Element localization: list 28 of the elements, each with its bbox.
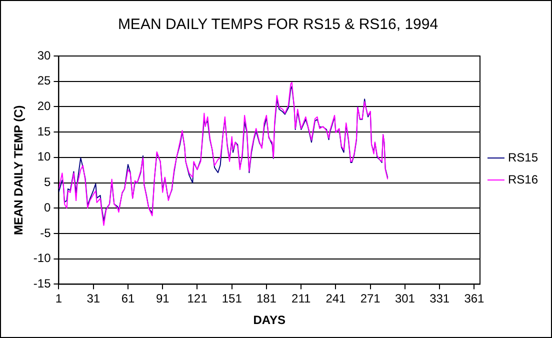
y-tick-label: -10 <box>33 251 52 266</box>
y-tick-label: 10 <box>37 150 52 164</box>
x-tick-label: 151 <box>222 292 242 306</box>
y-tick-label: -5 <box>40 226 52 240</box>
x-tick-label: 61 <box>121 292 135 306</box>
y-axis-title: MEAN DAILY TEMP (C) <box>12 105 26 235</box>
x-axis-title: DAYS <box>253 313 286 328</box>
x-tick-label: 91 <box>156 292 170 306</box>
x-tick-label: 1 <box>55 292 62 306</box>
x-tick-label: 271 <box>360 292 381 306</box>
y-tick-label: 30 <box>37 48 52 62</box>
x-tick-label: 301 <box>394 292 416 306</box>
x-tick-label: 31 <box>86 292 100 306</box>
x-tick-label: 361 <box>464 292 485 306</box>
y-tick-label: 0 <box>44 200 52 214</box>
y-tick-label: 15 <box>37 124 52 138</box>
y-tick-label: -15 <box>33 276 52 291</box>
y-tick-label: 25 <box>37 74 52 88</box>
x-tick-label: 121 <box>187 292 208 306</box>
x-tick-label: 241 <box>326 292 346 306</box>
chart-title: MEAN DAILY TEMPS FOR RS15 & RS16, 1994 <box>118 16 438 34</box>
legend-label: RS16 <box>508 172 538 186</box>
y-tick-label: 5 <box>44 175 52 190</box>
x-tick-label: 181 <box>256 292 277 306</box>
y-tick-label: 20 <box>37 99 52 114</box>
x-tick-label: 211 <box>292 292 311 306</box>
legend-label: RS15 <box>508 150 538 164</box>
x-tick-label: 331 <box>430 292 450 306</box>
